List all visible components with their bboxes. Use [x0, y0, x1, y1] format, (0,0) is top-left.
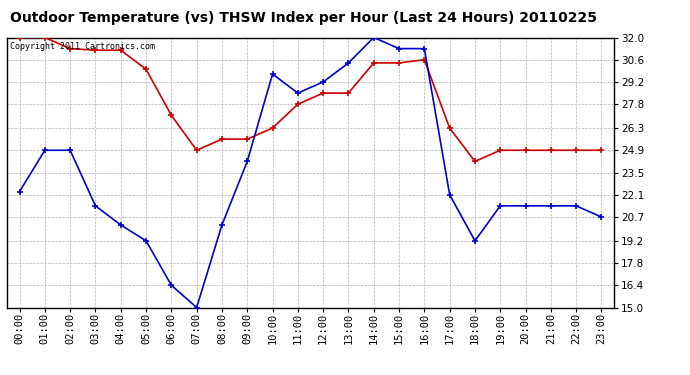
Text: Copyright 2011 Cartronics.com: Copyright 2011 Cartronics.com — [10, 42, 155, 51]
Text: Outdoor Temperature (vs) THSW Index per Hour (Last 24 Hours) 20110225: Outdoor Temperature (vs) THSW Index per … — [10, 11, 597, 25]
